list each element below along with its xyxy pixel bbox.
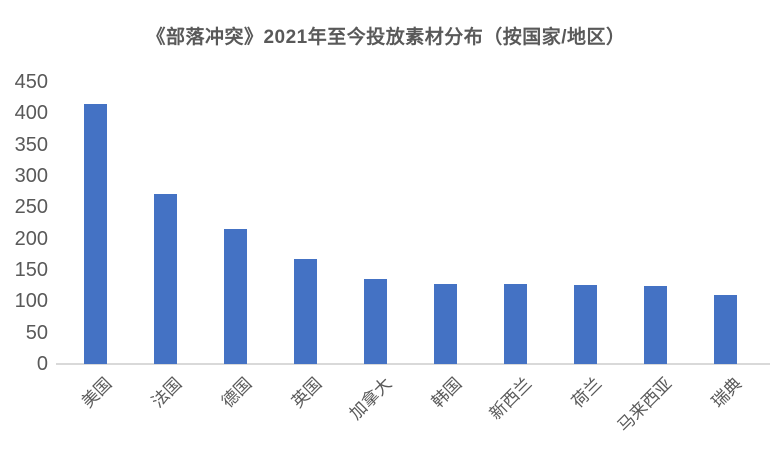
y-tick-label: 450 <box>14 71 48 93</box>
x-axis-label: 荷兰 <box>567 374 606 412</box>
y-tick-label: 400 <box>14 102 48 125</box>
x-axis-label: 瑞典 <box>707 374 746 412</box>
x-axis-label: 新西兰 <box>485 374 536 424</box>
x-axis-label: 英国 <box>287 374 326 412</box>
chart-title: 《部落冲突》2021年至今投放素材分布（按国家/地区） <box>146 27 626 48</box>
y-tick-label: 100 <box>14 290 48 313</box>
x-axis-label: 加拿大 <box>345 374 396 424</box>
bar <box>504 284 527 364</box>
x-axis-label: 法国 <box>147 374 186 412</box>
y-tick-label: 50 <box>25 321 48 344</box>
y-tick-label: 200 <box>14 227 48 250</box>
bar <box>644 286 667 364</box>
y-tick-label: 300 <box>14 165 48 187</box>
bar <box>434 284 457 364</box>
x-axis-label: 马来西亚 <box>613 374 676 436</box>
x-axis-label: 德国 <box>217 374 256 412</box>
bar <box>224 229 247 364</box>
x-axis-label: 韩国 <box>427 374 466 412</box>
y-tick-label: 150 <box>14 259 48 281</box>
bar <box>574 285 597 364</box>
bar <box>294 259 317 364</box>
y-tick-label: 0 <box>36 353 48 375</box>
bar <box>714 295 737 364</box>
bar <box>364 279 387 364</box>
bar <box>154 194 177 364</box>
x-axis-label: 美国 <box>77 374 116 412</box>
bar <box>84 104 107 364</box>
y-tick-label: 250 <box>14 196 48 219</box>
y-tick-label: 350 <box>14 133 48 156</box>
x-axis-line <box>56 363 770 365</box>
